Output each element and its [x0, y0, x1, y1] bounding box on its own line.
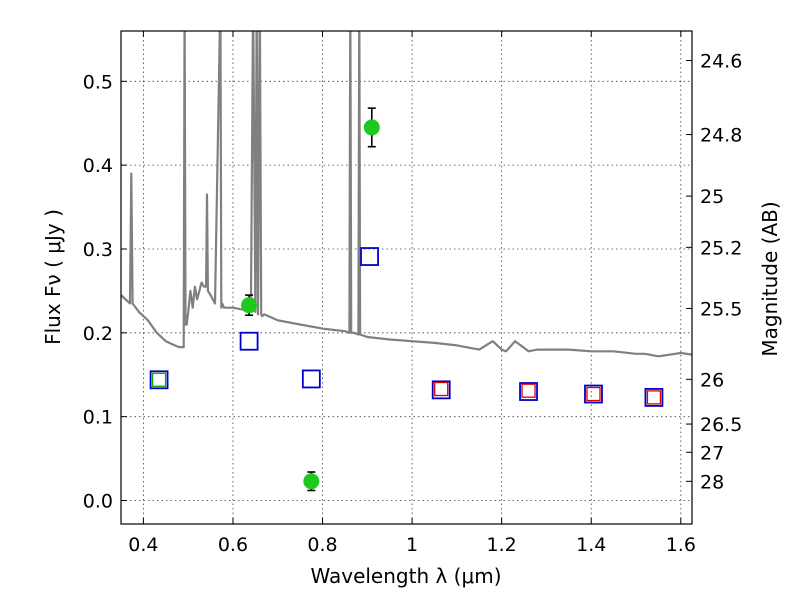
magnitude-tick-label: 26: [700, 369, 724, 391]
observed-point: [241, 297, 258, 314]
magnitude-tick-label: 24.8: [700, 125, 742, 147]
model-square-point: [434, 381, 449, 397]
magnitude-tick-label: 28: [700, 471, 724, 493]
x-tick-label: 0.4: [128, 534, 158, 556]
magnitude-tick-label: 25.5: [700, 298, 742, 320]
y-tick-label: 0.0: [83, 491, 113, 513]
model-square-point: [431, 380, 451, 400]
magnitude-tick-label: 25.2: [700, 237, 742, 259]
magnitude-tick-label: 25: [700, 186, 724, 208]
y-tick-label: 0.2: [83, 323, 113, 345]
model-square-point: [239, 331, 259, 351]
axis-ticks: 0.4 0.6 0.8 1 1.2 1.4 1.6 0.0 0.1 0.2 0.3 0.4 0.5 24.…: [83, 31, 742, 556]
model-square-point: [586, 386, 601, 402]
y-axis-label: Flux Fν ( μJy ): [41, 209, 65, 345]
model-square-point: [149, 370, 169, 390]
model-square-point: [521, 383, 536, 398]
x-axis-label: Wavelength λ (μm): [310, 564, 501, 588]
spectrum-line: [121, 31, 692, 358]
model-square-point: [584, 384, 603, 404]
observed-point: [303, 473, 320, 490]
model-square-point: [301, 369, 321, 389]
y2-axis-label: Magnitude (AB): [758, 201, 782, 356]
model-square-point: [644, 387, 664, 407]
y-tick-label: 0.1: [83, 407, 113, 429]
observed-point: [363, 119, 380, 136]
model-square-point: [360, 247, 379, 266]
model-square-point: [646, 390, 662, 405]
x-tick-label: 1: [406, 534, 418, 556]
x-tick-label: 0.8: [307, 534, 337, 556]
magnitude-tick-label: 27: [700, 442, 724, 464]
plot-frame: [120, 30, 693, 525]
x-tick-label: 0.6: [218, 534, 248, 556]
y-tick-label: 0.5: [83, 71, 113, 93]
x-tick-label: 1.2: [487, 534, 517, 556]
magnitude-tick-label: 24.6: [700, 51, 742, 73]
plot-data: [121, 31, 692, 492]
y-tick-label: 0.3: [83, 239, 113, 261]
model-square-point: [519, 382, 538, 401]
x-tick-label: 1.4: [576, 534, 606, 556]
model-square-point: [151, 372, 167, 387]
y-tick-label: 0.4: [83, 155, 113, 177]
x-tick-label: 1.6: [666, 534, 696, 556]
magnitude-tick-label: 26.5: [700, 414, 742, 436]
